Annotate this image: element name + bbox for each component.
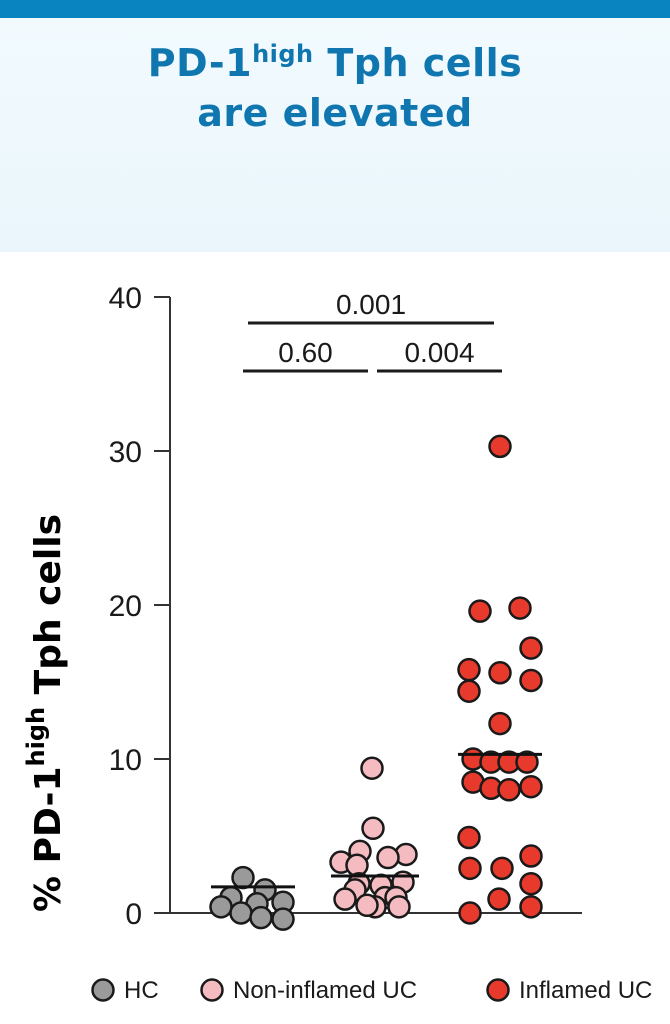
data-point [519,668,543,693]
data-point [457,825,481,850]
data-point [468,599,492,623]
data-point [515,750,539,774]
y-tick-label: 0 [125,898,142,931]
data-point [488,661,512,685]
legend: HC Non-inflamed UC Inflamed UC [91,977,652,1004]
data-point [333,887,357,911]
header-banner [0,18,670,252]
data-point [488,711,512,736]
data-point [361,816,385,841]
page-title: PD-1high Tph cells are elevated [0,38,670,138]
legend-marker [486,978,510,1002]
scatter-chart: % PD-1high Tph cells 0 10 20 30 40 0.0010.60… [22,282,652,1004]
data-point [519,895,543,919]
data-point [519,844,543,868]
y-tick-label: 40 [109,282,142,315]
data-point [387,895,411,919]
y-ticks: 0 10 20 30 40 [109,282,170,931]
legend-label: Non-inflamed UC [233,977,417,1004]
data-point [519,774,543,799]
y-tick-label: 20 [109,590,142,623]
y-tick-label: 30 [109,436,142,469]
legend-label: HC [124,977,159,1004]
data-point [209,895,233,919]
data-point [457,657,481,682]
data-point [376,845,400,870]
data-point [497,778,521,802]
y-tick-label: 10 [109,744,142,777]
p-value-label: 0.004 [404,337,474,368]
y-axis-label: % PD-1high Tph cells [22,514,69,912]
p-value-label: 0.60 [278,337,333,368]
data-point [355,893,379,918]
data-point [457,679,481,703]
title-line-2: are elevated [197,91,473,135]
data-point [508,596,532,620]
legend-label: Inflamed UC [519,977,652,1004]
mean-lines [211,752,542,889]
data-point [490,856,514,881]
data-point [231,865,255,890]
data-points [209,434,543,931]
data-point [488,434,512,459]
data-point [519,636,543,660]
p-value-label: 0.001 [336,289,406,320]
legend-marker [200,978,224,1002]
data-point [519,871,543,896]
data-point [458,901,482,925]
legend-marker [91,978,115,1002]
title-line-1: PD-1high Tph cells [147,40,523,85]
data-point [249,905,273,930]
data-point [229,901,253,925]
data-point [360,756,384,780]
top-accent-bar [0,0,670,18]
data-point [271,907,295,931]
data-point [458,856,482,881]
data-point [487,887,511,911]
